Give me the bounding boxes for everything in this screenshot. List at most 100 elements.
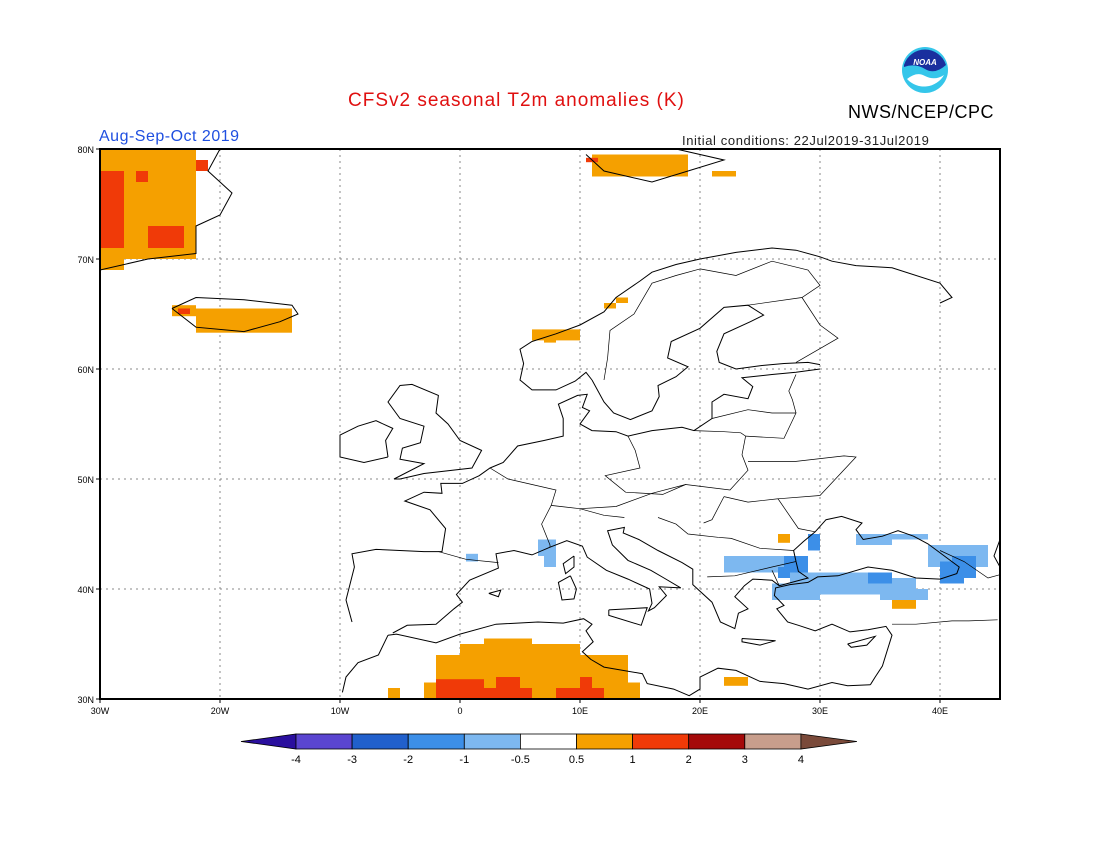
colorbar-box [463,733,521,750]
coastline [387,383,483,480]
colorbar-tick-label: -3 [347,754,357,766]
noaa-logo-icon: NOAA [902,47,948,93]
colorbar-tick-label: -1 [459,754,469,766]
lat-tick-label: 60N [77,365,94,375]
country-border [892,619,998,625]
anomaly-cell [892,534,928,540]
colorbar-tick-label: -4 [291,754,301,766]
anomaly-cell [952,556,976,578]
lon-tick-label: 10W [331,706,350,716]
lon-tick-label: 0 [457,706,462,716]
anomaly-cell [592,154,688,177]
colorbar-tick-label: 4 [798,754,804,766]
agency-label: NWS/NCEP/CPC [848,102,995,122]
coastline [171,296,299,333]
colorbar-tick-label: -2 [403,754,413,766]
country-border [788,374,797,414]
colorbar-arrow-low [240,733,297,750]
anomaly-cell [868,572,892,584]
colorbar-box [688,733,746,750]
anomaly-cell [712,171,736,177]
anomaly-cell [178,308,190,314]
colorbar-tick-label: 0.5 [569,754,584,766]
coastline [741,638,776,646]
anomaly-cell [580,677,592,699]
map-frame [99,148,1001,700]
coastlines [99,148,1001,697]
colorbar-box [295,733,353,750]
country-border [703,496,725,524]
colorbar-box [407,733,465,750]
country-border [604,435,686,495]
coastline [585,148,726,183]
anomaly-cell [778,567,790,578]
anomaly-cell [772,583,820,600]
colorbar-box [351,733,409,750]
country-border [771,570,780,586]
coastline [519,247,953,391]
colorbar-box [520,733,577,750]
lon-tick-label: 30E [812,706,828,716]
anomaly-cell [100,171,124,248]
coastline [608,607,648,626]
anomaly-cell [604,303,616,309]
anomaly-cell [538,539,556,556]
anomaly-cell [388,688,400,699]
anomaly-cell [436,679,484,699]
anomaly-cell [196,160,208,171]
colorbar-box [632,733,690,750]
colorbar-box [576,733,633,750]
anomaly-cell [466,553,478,562]
colorbar-tick-label: -0.5 [511,754,530,766]
lon-tick-label: 20E [692,706,708,716]
colorbar-tick-label: 2 [686,754,692,766]
coastline [488,589,502,598]
colorbar-box [744,733,802,750]
coastline [99,148,233,271]
axis-tick-labels: 30N 40N 50N 60N 70N 80N 30W 20W 10W 0 10E 20E 30E 40E [77,145,948,716]
country-border [489,430,749,510]
anomaly-cell [724,677,748,686]
anomaly-cell [856,534,892,545]
anomaly-cell [778,534,790,543]
lon-tick-label: 20W [211,706,230,716]
lat-tick-label: 40N [77,585,94,595]
country-border [657,517,794,551]
coastline [993,539,1001,568]
lon-tick-label: 10E [572,706,588,716]
anomaly-cell [148,226,184,248]
anomaly-cell [532,329,580,341]
lat-tick-label: 50N [77,475,94,485]
coastline [392,515,960,685]
anomaly-cell [880,589,928,600]
country-border [579,508,625,518]
coastline [387,618,871,697]
map-gridlines [100,149,1000,699]
colorbar-tick-label: 1 [630,754,636,766]
lon-tick-label: 40E [932,706,948,716]
lat-tick-label: 80N [77,145,94,155]
coastline [591,304,821,421]
country-border [707,561,797,578]
noaa-logo-text: NOAA [913,58,937,67]
country-border [748,455,857,500]
anomaly-cell [544,556,556,567]
country-border [603,268,701,381]
colorbar-arrow-high [800,733,857,750]
coastline [562,555,575,575]
anomaly-cell [100,259,124,270]
anomaly-cell [616,297,628,303]
coastline [557,575,577,601]
anomaly-cell [808,534,820,551]
coastline [339,420,394,464]
anomaly-cell [136,171,148,182]
lat-tick-label: 70N [77,255,94,265]
country-border [795,297,839,363]
country-border [711,409,797,439]
lon-tick-label: 30W [91,706,110,716]
country-border [541,505,552,548]
colorbar-tick-label: 3 [742,754,748,766]
country-border [438,551,499,563]
chart-title: CFSv2 seasonal T2m anomalies (K) [348,90,685,111]
